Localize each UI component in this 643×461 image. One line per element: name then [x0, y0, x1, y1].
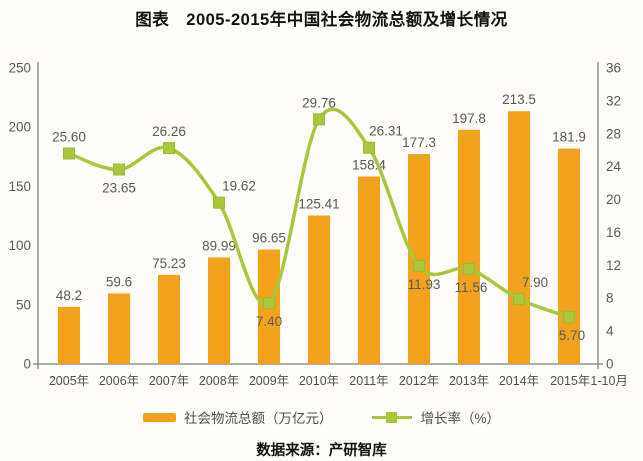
bar-2011年 [358, 176, 380, 364]
line-value-label: 7.40 [256, 314, 282, 329]
right-axis-tick-label: 32 [606, 93, 621, 108]
bar-2015年1-10月 [558, 148, 580, 364]
bar-value-label: 89.99 [202, 238, 236, 253]
x-axis-label: 2007年 [149, 374, 189, 388]
line-marker-2007年 [163, 142, 175, 155]
legend-item-total: 社会物流总额（万亿元） [142, 407, 333, 427]
x-axis-label: 2012年 [399, 374, 439, 388]
line-value-label: 19.62 [222, 179, 256, 194]
left-axis-tick-label: 0 [23, 357, 31, 372]
right-axis-tick-label: 4 [606, 324, 614, 339]
line-marker-2005年 [63, 147, 75, 160]
x-axis-label: 2009年 [249, 374, 289, 388]
chart-title: 图表 2005-2015年中国社会物流总额及增长情况 [135, 11, 508, 29]
x-axis-label: 2014年 [499, 374, 539, 388]
right-axis-tick-label: 16 [606, 225, 621, 240]
right-axis-tick-label: 24 [606, 159, 622, 174]
bar-2014年 [508, 111, 530, 364]
bar-value-label: 59.6 [106, 274, 132, 289]
data-source: 数据来源：产研智库 [256, 443, 387, 459]
line-marker-2014年 [513, 293, 525, 306]
line-marker-swatch-icon [386, 411, 398, 423]
line-value-label: 25.60 [52, 130, 86, 145]
line-value-label: 11.56 [455, 280, 488, 295]
chart-legend: 社会物流总额（万亿元） 增长率（%） [0, 407, 643, 427]
left-axis-tick-label: 250 [8, 61, 31, 76]
line-marker-2015年1-10月 [563, 311, 575, 324]
left-axis-tick-label: 150 [8, 179, 31, 194]
line-marker-2008年 [213, 196, 225, 209]
line-marker-2009年 [263, 297, 275, 310]
right-axis-tick-label: 20 [606, 192, 621, 207]
line-value-label: 23.65 [102, 181, 136, 196]
line-value-label: 26.31 [369, 124, 403, 139]
line-value-label: 7.90 [522, 275, 548, 290]
line-marker-2010年 [313, 113, 325, 126]
bar-2007年 [158, 274, 180, 364]
line-value-label: 29.76 [302, 95, 336, 110]
line-value-label: 11.93 [408, 277, 441, 292]
legend-item-growth: 增长率（%） [372, 407, 500, 427]
bar-value-label: 181.9 [552, 130, 586, 145]
left-axis-tick-label: 100 [8, 238, 31, 253]
line-marker-2011年 [363, 141, 375, 154]
x-axis-label: 2010年 [299, 374, 339, 388]
line-value-label: 5.70 [559, 328, 585, 343]
right-axis-tick-label: 28 [606, 126, 621, 141]
bar-value-label: 96.65 [252, 231, 286, 246]
left-axis-tick-label: 50 [16, 297, 31, 312]
x-axis-label: 2015年1-10月 [550, 374, 628, 388]
x-axis-label: 2011年 [349, 374, 388, 388]
right-axis-tick-label: 8 [606, 291, 614, 306]
line-marker-2012年 [413, 259, 425, 272]
bar-value-label: 177.3 [402, 135, 436, 150]
x-axis-label: 2013年 [449, 374, 489, 388]
line-marker-2013年 [463, 262, 475, 275]
bar-2005年 [58, 306, 80, 364]
bar-value-label: 197.8 [452, 111, 486, 126]
bar-value-label: 48.2 [56, 288, 82, 303]
bar-2008年 [208, 257, 230, 364]
line-marker-2006年 [113, 163, 125, 176]
line-swatch-icon [372, 411, 413, 423]
x-axis-label: 2008年 [199, 374, 239, 388]
bar-2013年 [458, 129, 480, 364]
legend-label-total: 社会物流总额（万亿元） [183, 411, 333, 426]
x-axis-label: 2006年 [99, 374, 139, 388]
x-axis-label: 2005年 [49, 374, 89, 388]
line-value-label: 26.26 [152, 124, 186, 139]
bar-swatch-icon [142, 412, 176, 422]
right-axis-tick-label: 0 [606, 357, 614, 372]
bar-value-label: 75.23 [152, 256, 186, 271]
bar-2012年 [408, 154, 430, 364]
bar-value-label: 125.41 [298, 197, 339, 212]
bar-2010年 [308, 215, 330, 364]
bar-value-label: 213.5 [502, 92, 536, 107]
bar-2006年 [108, 293, 130, 364]
right-axis-tick-label: 12 [606, 258, 621, 273]
legend-label-growth: 增长率（%） [420, 411, 500, 426]
left-axis-tick-label: 200 [8, 120, 31, 135]
right-axis-tick-label: 36 [606, 61, 621, 76]
